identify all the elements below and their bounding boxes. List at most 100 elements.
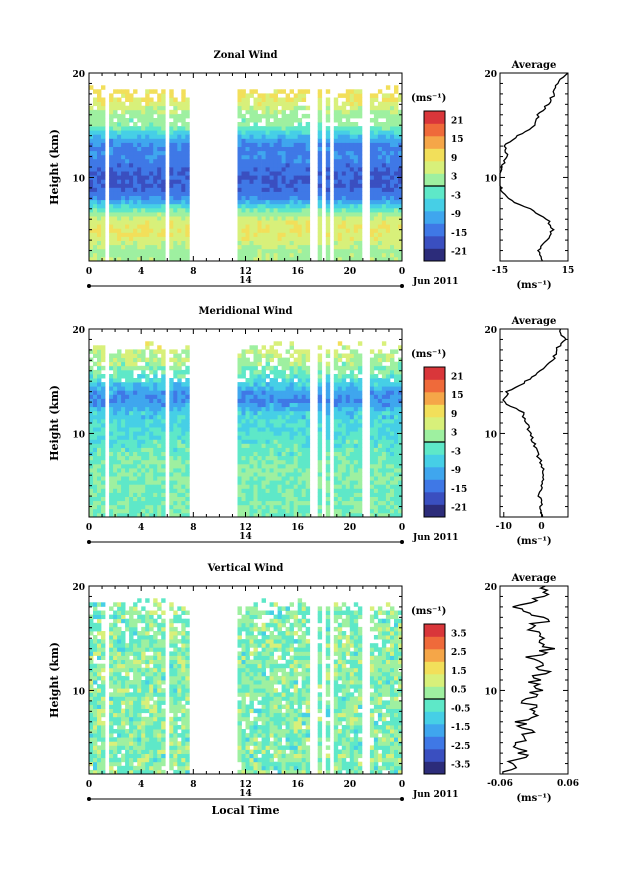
colorbar-tick-label: 9 bbox=[451, 154, 457, 164]
colorbar-swatch bbox=[424, 504, 445, 518]
day-axis-end bbox=[400, 284, 404, 288]
avg-frame bbox=[499, 72, 569, 262]
colorbar-unit: (ms⁻¹) bbox=[411, 349, 446, 360]
x-tick-label: 0 bbox=[86, 267, 92, 277]
colorbar-swatch bbox=[424, 454, 445, 468]
colorbar-swatch bbox=[424, 674, 445, 687]
avg-title: Average bbox=[511, 316, 557, 327]
colorbar-tick-label: -9 bbox=[451, 466, 461, 476]
day-axis-start bbox=[87, 284, 91, 288]
avg-profile-line bbox=[502, 328, 567, 518]
colorbar-swatch bbox=[424, 417, 445, 430]
avg-y-tick-label: 10 bbox=[484, 174, 497, 184]
date-label: Jun 2011 bbox=[412, 533, 459, 543]
x-tick-label: 12 bbox=[239, 780, 252, 790]
colorbar-tick-label: 2.5 bbox=[451, 648, 467, 658]
x-tick-label: 8 bbox=[190, 780, 196, 790]
panel-title: Meridional Wind bbox=[198, 306, 292, 317]
x-tick-label: 0 bbox=[399, 267, 405, 277]
x-tick-label: 16 bbox=[291, 267, 304, 277]
avg-y-tick-label: 20 bbox=[484, 583, 497, 593]
colorbar-tick-label: -2.5 bbox=[451, 742, 470, 752]
colorbar-swatch bbox=[424, 492, 445, 505]
colorbar-swatch bbox=[424, 686, 445, 700]
colorbar-tick-label: -15 bbox=[451, 485, 467, 495]
x-tick-label: 4 bbox=[138, 267, 144, 277]
colorbar-swatch bbox=[424, 111, 445, 124]
colorbar-tick-label: -3 bbox=[451, 447, 461, 457]
avg-unit-label: (ms⁻¹) bbox=[516, 536, 551, 547]
colorbar-swatch bbox=[424, 749, 445, 762]
avg-frame bbox=[499, 328, 569, 518]
colorbar-tick-label: -21 bbox=[451, 504, 467, 514]
colorbar-swatch bbox=[424, 211, 445, 224]
day-axis-start bbox=[87, 797, 91, 801]
avg-x-tick-label: 15 bbox=[562, 266, 575, 276]
colorbar-swatch bbox=[424, 624, 445, 637]
x-tick-label: 4 bbox=[138, 523, 144, 533]
x-tick-label: 0 bbox=[86, 780, 92, 790]
x-tick-label: 8 bbox=[190, 523, 196, 533]
avg-profile-line bbox=[499, 72, 569, 262]
colorbar-swatch bbox=[424, 236, 445, 249]
colorbar-swatch bbox=[424, 173, 445, 187]
colorbar-tick-label: -3.5 bbox=[451, 761, 470, 771]
x-tick-label: 12 bbox=[239, 523, 252, 533]
colorbar-swatch bbox=[424, 123, 445, 137]
colorbar-swatch bbox=[424, 186, 445, 199]
colorbar-swatch bbox=[424, 161, 445, 174]
heatmap-cells bbox=[89, 85, 403, 262]
avg-x-tick-label: -15 bbox=[492, 266, 508, 276]
x-tick-label: 4 bbox=[138, 780, 144, 790]
date-label: Jun 2011 bbox=[412, 277, 459, 287]
colorbar-unit: (ms⁻¹) bbox=[411, 93, 446, 104]
colorbar-swatch bbox=[424, 429, 445, 443]
day-axis-end bbox=[400, 797, 404, 801]
colorbar-tick-label: 21 bbox=[451, 116, 464, 126]
x-tick-label: 0 bbox=[86, 523, 92, 533]
colorbar-swatch bbox=[424, 379, 445, 393]
avg-x-tick-label: -10 bbox=[496, 522, 512, 532]
colorbar-swatch bbox=[424, 761, 445, 775]
colorbar-swatch bbox=[424, 148, 445, 162]
day-label: 14 bbox=[239, 789, 252, 799]
day-axis-start bbox=[87, 540, 91, 544]
x-tick-label: 20 bbox=[344, 523, 357, 533]
colorbar-swatch bbox=[424, 699, 445, 712]
day-label: 14 bbox=[239, 532, 252, 542]
colorbar-swatch bbox=[424, 649, 445, 662]
colorbar-tick-label: 9 bbox=[451, 410, 457, 420]
avg-y-tick-label: 10 bbox=[484, 430, 497, 440]
x-tick-label: 20 bbox=[344, 780, 357, 790]
y-axis-label: Height (km) bbox=[48, 129, 61, 205]
x-tick-label: 8 bbox=[190, 267, 196, 277]
colorbar-swatch bbox=[424, 479, 445, 493]
y-tick-label: 10 bbox=[72, 174, 85, 184]
colorbar-swatch bbox=[424, 661, 445, 675]
heatmap-cells bbox=[89, 598, 403, 775]
panel-vertical: Vertical Wind 0 4 8 12 16 20 0 20 10 Height (km) 14… bbox=[48, 563, 579, 817]
colorbar-tick-label: -21 bbox=[451, 248, 467, 258]
panel-meridional: Meridional Wind 0 4 8 12 16 20 0 20 10 Height (km)… bbox=[48, 306, 569, 547]
day-label: 14 bbox=[239, 276, 252, 286]
colorbar-tick-label: -15 bbox=[451, 229, 467, 239]
colorbar-swatch bbox=[424, 392, 445, 405]
colorbar-tick-label: 3 bbox=[451, 429, 457, 439]
colorbar-swatch bbox=[424, 736, 445, 750]
colorbar-tick-label: -1.5 bbox=[451, 723, 470, 733]
x-axis-label: Local Time bbox=[212, 804, 280, 817]
avg-profile-line bbox=[502, 585, 556, 775]
avg-unit-label: (ms⁻¹) bbox=[516, 793, 551, 804]
colorbar-swatch bbox=[424, 223, 445, 237]
avg-x-tick-label: -0.06 bbox=[487, 779, 513, 789]
colorbar-tick-label: -0.5 bbox=[451, 704, 470, 714]
avg-y-tick-label: 10 bbox=[484, 687, 497, 697]
colorbar-swatch bbox=[424, 467, 445, 480]
x-tick-label: 0 bbox=[399, 523, 405, 533]
colorbar-swatch bbox=[424, 442, 445, 455]
x-tick-label: 16 bbox=[291, 523, 304, 533]
colorbar-swatch bbox=[424, 404, 445, 418]
panel-title: Zonal Wind bbox=[213, 50, 277, 61]
colorbar-tick-label: 15 bbox=[451, 391, 464, 401]
